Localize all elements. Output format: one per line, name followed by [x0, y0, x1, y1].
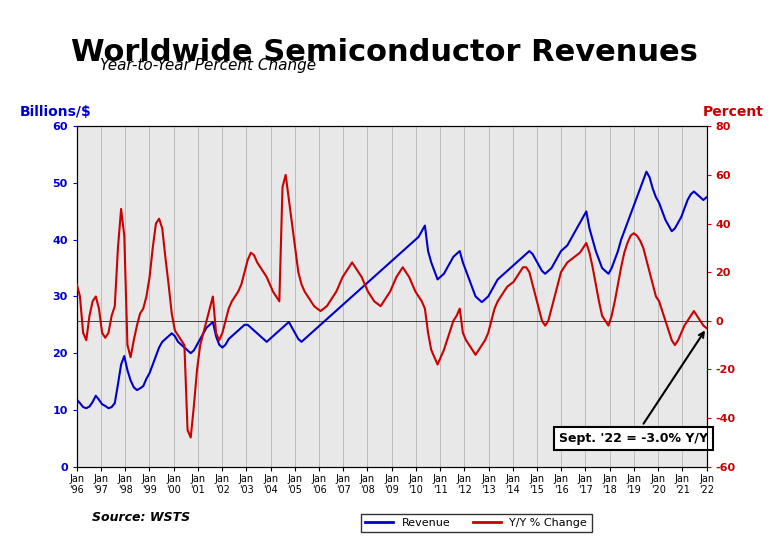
Text: Worldwide Semiconductor Revenues: Worldwide Semiconductor Revenues: [71, 38, 697, 68]
Legend: Revenue, Y/Y % Change: Revenue, Y/Y % Change: [361, 513, 591, 533]
Text: Source: WSTS: Source: WSTS: [92, 511, 190, 524]
Text: Sept. '22 = -3.0% Y/Y: Sept. '22 = -3.0% Y/Y: [559, 332, 708, 445]
Text: Billions/$: Billions/$: [20, 105, 92, 120]
Text: Year-to-Year Percent Change: Year-to-Year Percent Change: [100, 58, 316, 72]
Text: Percent: Percent: [703, 105, 763, 120]
